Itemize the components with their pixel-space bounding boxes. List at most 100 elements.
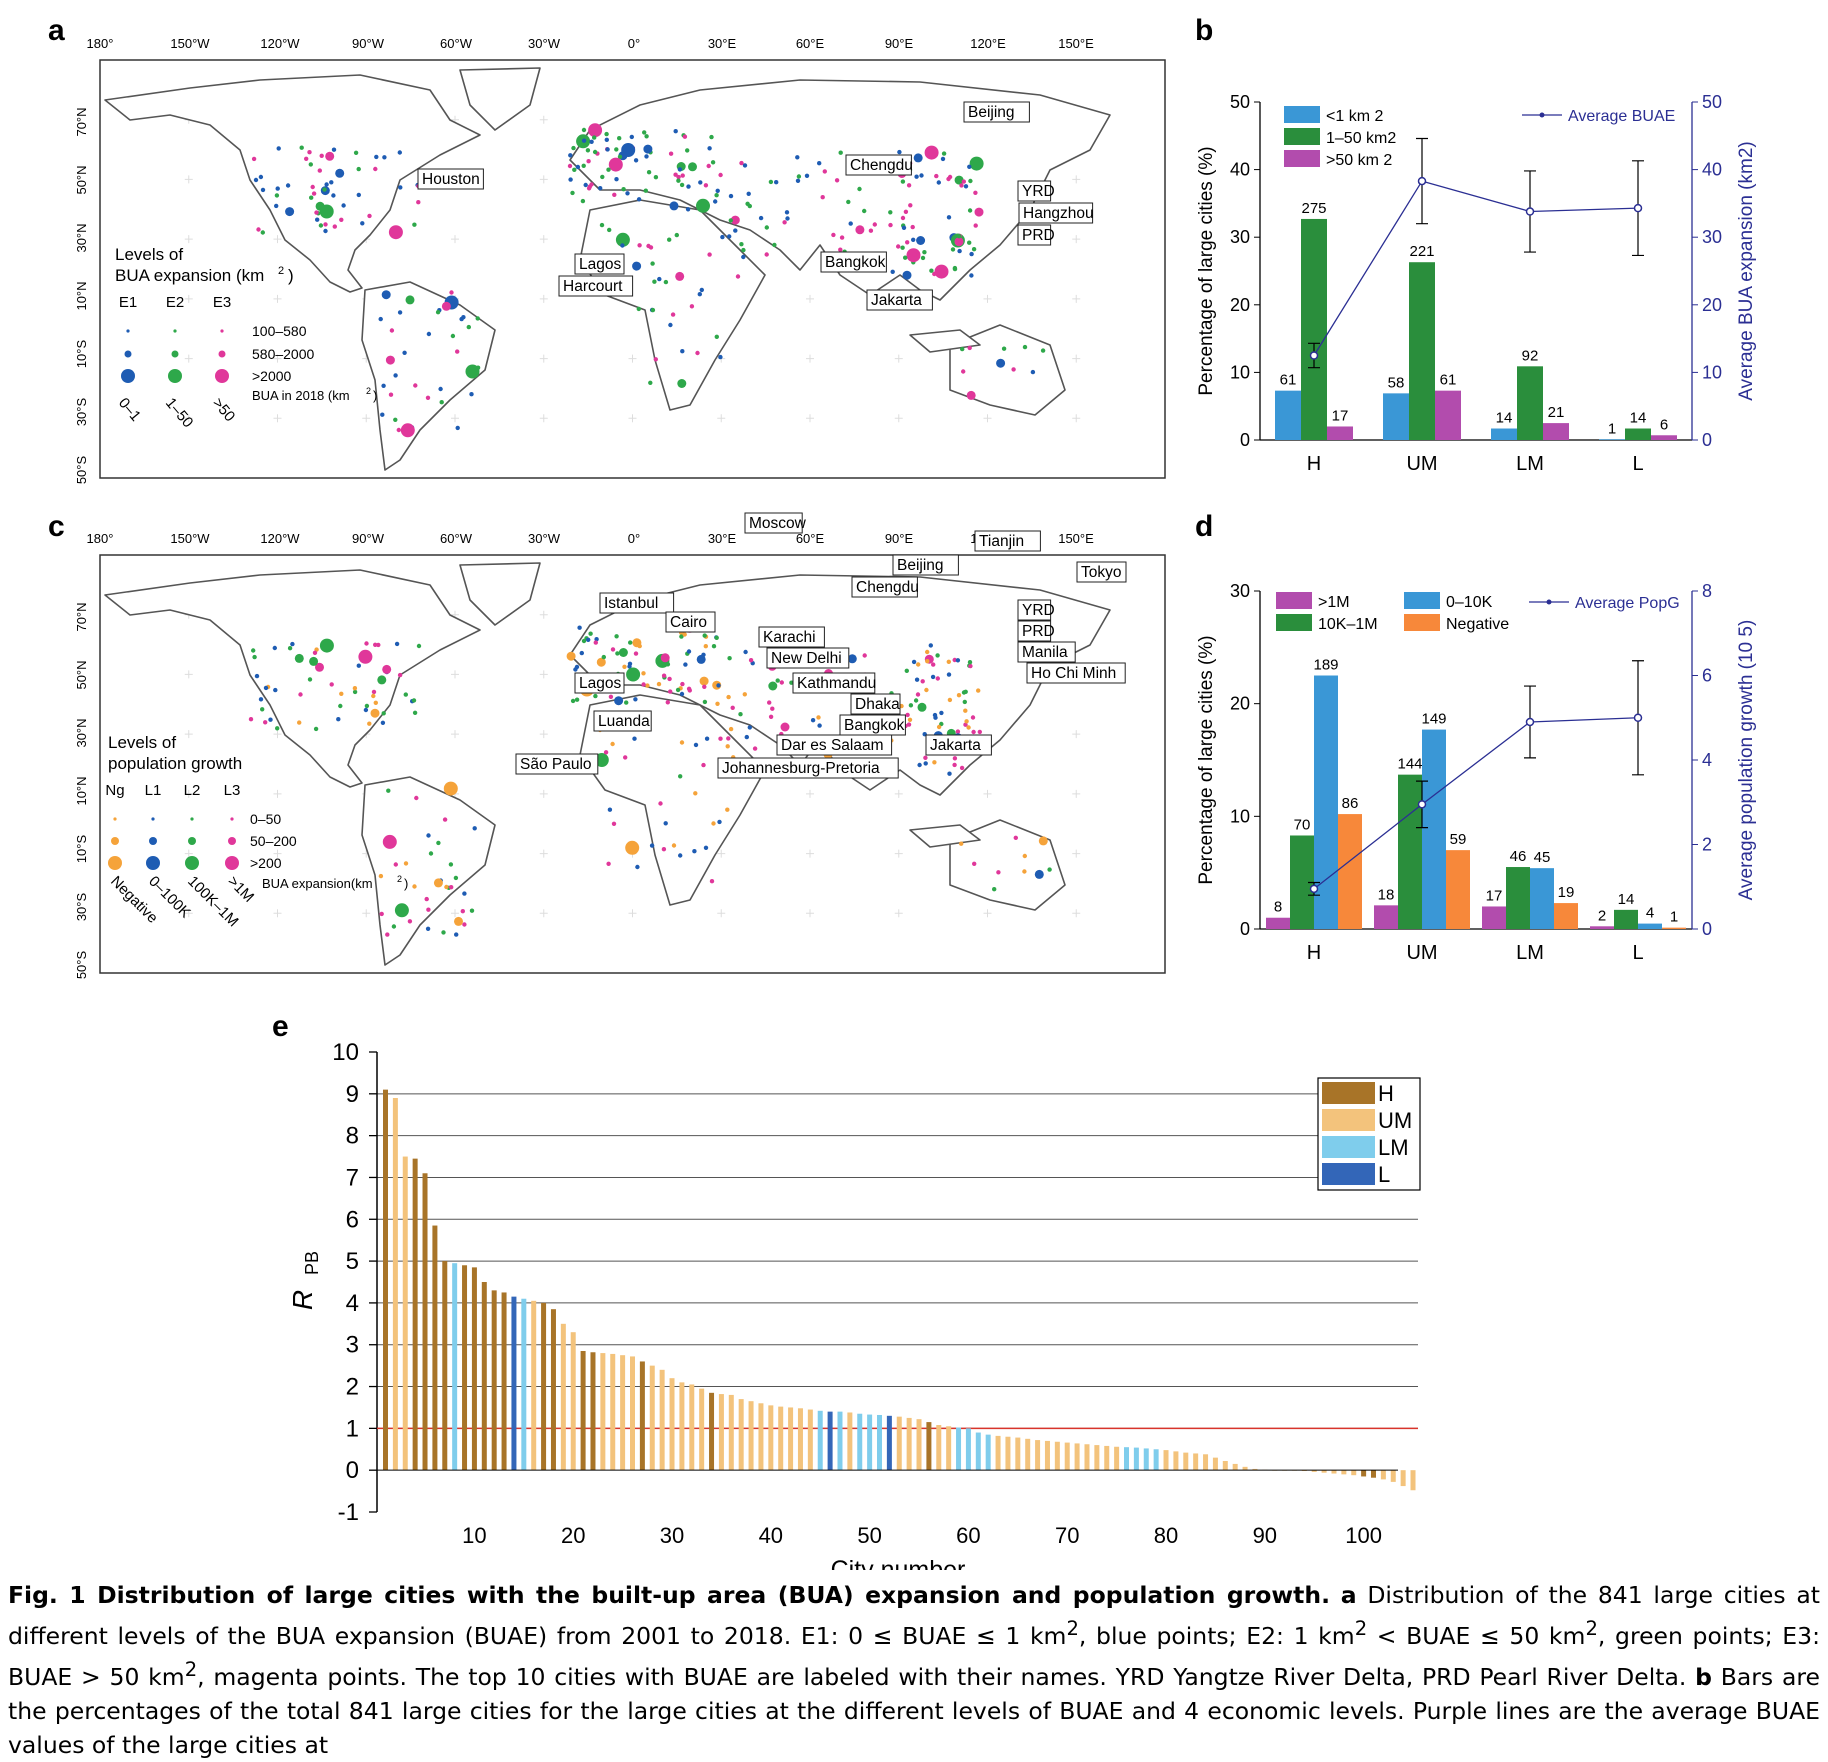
bar-b-lm [1491,428,1517,440]
bar-value-label: 70 [1294,816,1311,833]
city-point [901,225,907,230]
city-label-luanda: Luanda [598,713,650,730]
lon-tick-label: 150°W [170,36,210,51]
bar-city-72 [1084,1444,1090,1471]
city-point [632,638,642,648]
x-tick-label: UM [1406,453,1437,475]
city-point [424,896,429,902]
city-point [323,228,328,234]
city-point [967,208,973,213]
city-point [746,191,751,196]
landmass-eurasia [569,79,1111,301]
x-tick-label: H [1307,942,1321,964]
city-point [586,637,591,642]
legend-swatch [218,350,226,358]
city-point [374,154,379,160]
city-point [323,222,328,227]
y-tick-label: 50 [1230,92,1250,112]
city-point [462,922,467,927]
bar-city-88 [1242,1466,1248,1471]
city-point [906,722,912,727]
bar-city-50 [867,1414,873,1471]
city-point [332,224,337,229]
city-point [397,672,403,678]
grid-cross [539,414,548,423]
bar-value-label: 17 [1332,407,1349,424]
legend-swatch-l [1322,1163,1375,1185]
city-point [678,774,683,779]
city-point [946,176,951,182]
average-point [1417,176,1427,186]
city-point [934,173,939,179]
bar-city-21 [580,1351,586,1471]
city-point [633,697,638,702]
city-point [592,149,598,155]
city-point [605,147,610,152]
grid-cross [806,849,814,858]
legend-swatch [126,329,130,333]
city-point [663,821,668,826]
city-point [961,369,966,374]
city-point [402,350,407,355]
legend-label: >1M [1318,594,1350,611]
legend-swatch [111,837,119,845]
legend-title-line1: Levels of [115,245,183,264]
city-point [360,221,365,226]
bar-d-l [1638,923,1662,929]
city-point [698,180,703,185]
x-tick-label: UM [1406,942,1437,964]
city-point [669,201,679,211]
city-point [254,673,260,679]
lat-tick-label: 50°N [74,660,89,689]
city-point [356,663,361,668]
city-point [789,680,794,685]
city-point [668,151,674,156]
city-point [701,652,706,657]
grid-cross [539,730,548,739]
legend-swatch-h [1322,1082,1375,1104]
figure-caption: Fig. 1 Distribution of large cities with… [8,1578,1820,1762]
city-point [718,172,723,178]
bar-city-105 [1410,1470,1416,1491]
grid-cross [628,909,637,918]
x-axis-label: City number [831,1556,966,1570]
city-point [954,175,964,185]
city-point [393,417,398,422]
city-point [453,875,459,881]
y-tick-label: 6 [346,1206,359,1233]
city-point [952,657,957,663]
grid-cross [983,414,992,423]
city-point [905,240,910,245]
lon-tick-label: 60°W [440,531,473,546]
lon-tick-label: 30°E [708,36,737,51]
city-label-box [758,626,825,648]
city-point [661,847,667,852]
bar-b-h [1301,218,1327,440]
bar-city-14 [511,1296,517,1471]
city-point [400,423,415,438]
bar-city-11 [481,1282,487,1471]
lon-tick-label: 0° [628,531,640,546]
city-label-box [574,253,625,275]
city-point [956,234,962,239]
city-point [652,279,657,284]
city-point [660,653,670,663]
city-point [393,862,398,867]
city-point [319,204,334,219]
grid-cross [539,235,548,244]
bar-city-18 [550,1309,556,1471]
bar-city-53 [896,1416,902,1471]
city-point [733,228,738,233]
bar-d-l [1662,927,1686,929]
lon-tick-label: 120°E [970,36,1006,51]
y-tick-label: 9 [346,1081,359,1108]
grid-cross [184,730,193,739]
legend-label: 10K–1M [1318,616,1378,633]
y-tick-label: 30 [1230,227,1250,247]
city-point [890,269,895,274]
lon-tick-label: 90°W [352,531,385,546]
city-point [758,215,764,221]
city-label-box [850,693,901,715]
city-point [396,427,401,433]
city-point [1047,867,1052,872]
